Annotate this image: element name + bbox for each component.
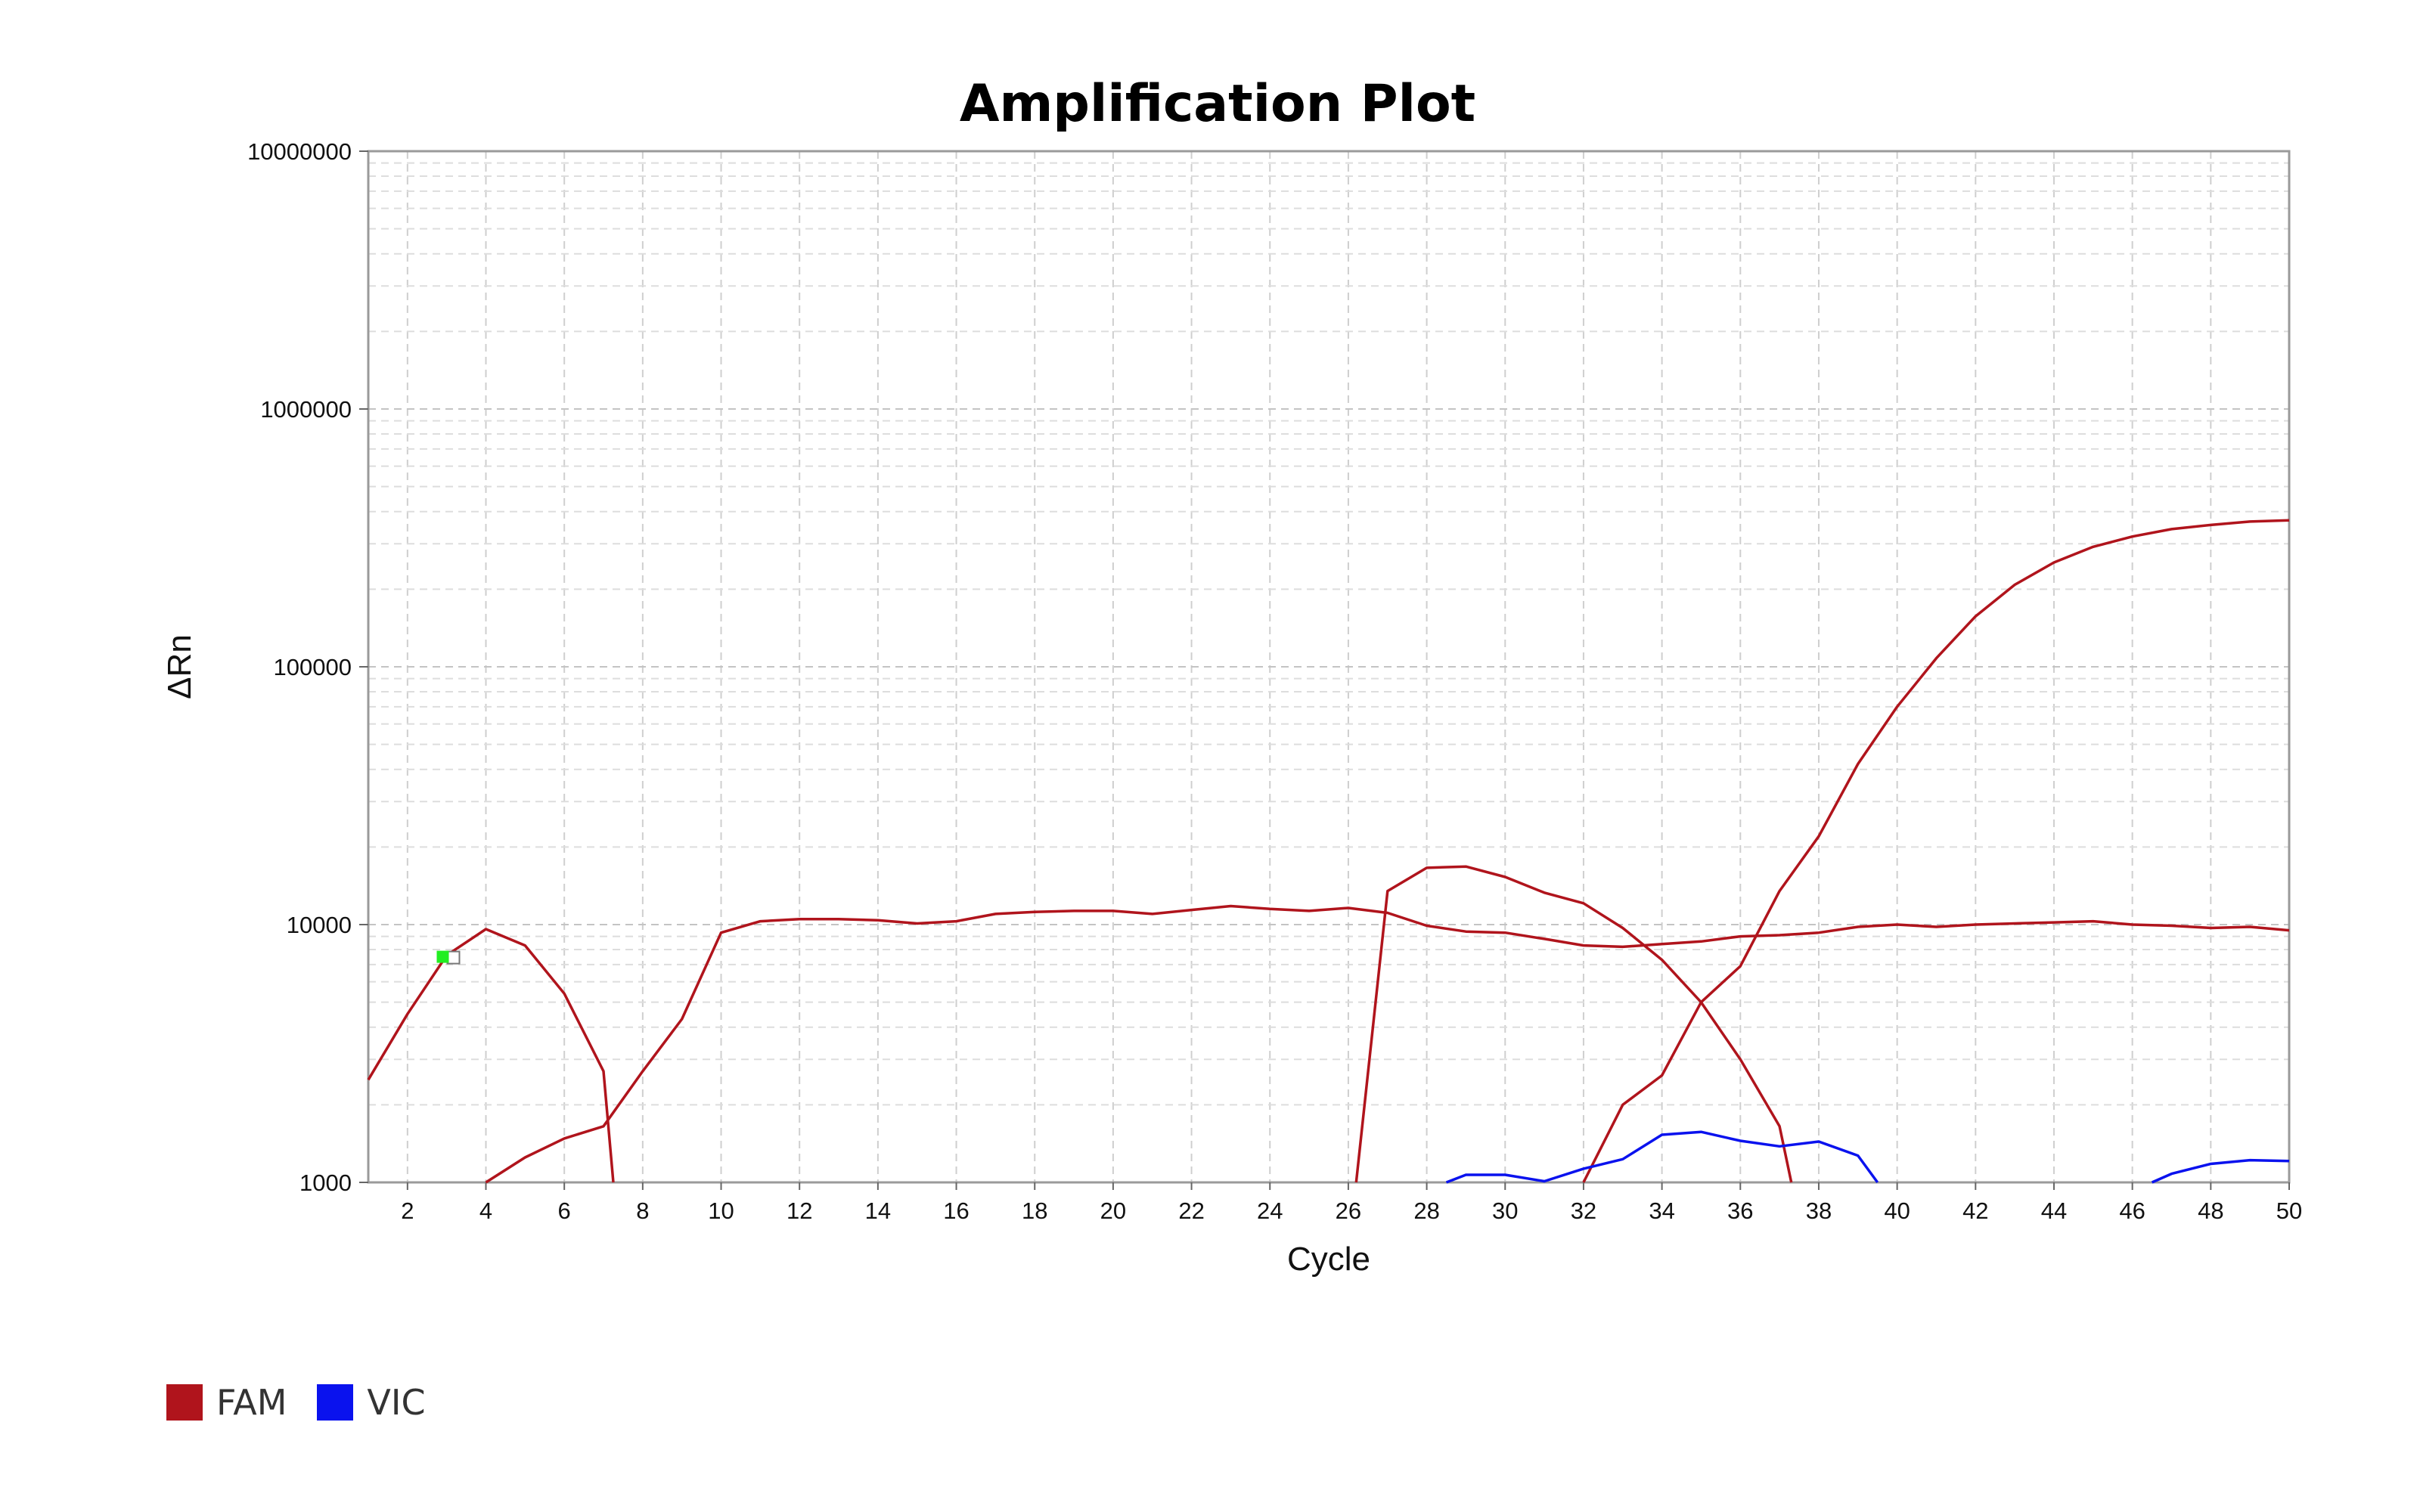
x-tick-label: 10: [708, 1198, 734, 1224]
x-tick-label: 50: [2276, 1198, 2302, 1224]
series-line-fam: [485, 904, 2290, 1184]
x-tick-label: 4: [479, 1198, 492, 1224]
series-line-fam: [1582, 519, 2290, 1183]
chart-title: Amplification Plot: [960, 74, 1475, 134]
x-tick-label: 8: [636, 1198, 649, 1224]
y-tick-label: 10000: [287, 912, 352, 938]
x-tick-label: 22: [1178, 1198, 1204, 1224]
x-tick-label: 24: [1257, 1198, 1283, 1224]
x-tick-label: 44: [2041, 1198, 2067, 1224]
marker-layer: [436, 950, 461, 965]
y-tick-label: 10000000: [247, 138, 352, 165]
x-tick-label: 42: [1962, 1198, 1988, 1224]
y-axis-label: ΔRn: [161, 634, 198, 699]
series-line-vic: [2151, 1158, 2290, 1184]
legend: FAM VIC: [166, 1382, 456, 1423]
x-tick-label: 34: [1649, 1198, 1674, 1224]
x-tick-label: 26: [1336, 1198, 1361, 1224]
x-tick-label: 28: [1413, 1198, 1439, 1224]
x-tick-label: 12: [786, 1198, 812, 1224]
legend-item-fam[interactable]: FAM: [166, 1382, 287, 1423]
marker-outline: [446, 950, 461, 965]
series-line-vic: [1445, 1130, 1879, 1184]
y-tick-label: 100000: [274, 654, 352, 680]
x-tick-label: 46: [2119, 1198, 2145, 1224]
x-tick-label: 40: [1884, 1198, 1910, 1224]
series-line-fam: [367, 928, 615, 1183]
selected-point-marker: [436, 950, 449, 963]
legend-swatch-vic: [317, 1384, 354, 1421]
legend-item-vic[interactable]: VIC: [317, 1382, 426, 1423]
legend-label-vic: VIC: [367, 1382, 426, 1423]
x-tick-label: 36: [1727, 1198, 1753, 1224]
x-tick-label: 30: [1492, 1198, 1518, 1224]
x-axis-label: Cycle: [1287, 1241, 1370, 1278]
x-tick-label: 16: [943, 1198, 969, 1224]
x-tick-label: 48: [2198, 1198, 2223, 1224]
x-tick-label: 20: [1100, 1198, 1126, 1224]
grid: [368, 151, 2290, 1183]
y-tick-label: 1000000: [260, 396, 352, 423]
legend-label-fam: FAM: [216, 1382, 287, 1423]
x-tick-label: 18: [1022, 1198, 1047, 1224]
x-tick-label: 14: [865, 1198, 891, 1224]
x-tick-label: 6: [558, 1198, 571, 1224]
x-tick-label: 32: [1571, 1198, 1596, 1224]
legend-swatch-fam: [166, 1384, 203, 1421]
x-tick-label: 2: [401, 1198, 414, 1224]
series-lines: [367, 519, 2290, 1184]
axis-ticks: 2 4 6 8 10 12 14 16 18 20 22 24 26 28 30 32 34 36 38 40 42 44…: [247, 138, 2302, 1224]
y-tick-label: 1000: [299, 1170, 352, 1196]
x-tick-label: 38: [1806, 1198, 1832, 1224]
series-line-fam: [1354, 865, 1793, 1183]
